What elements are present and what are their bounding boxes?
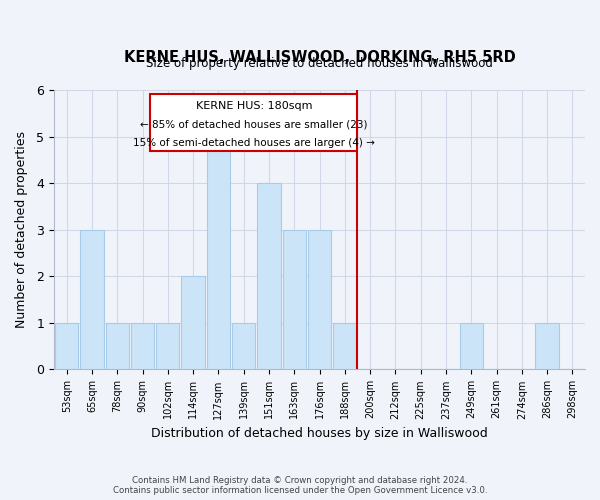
Bar	[106, 323, 129, 370]
Bar	[131, 323, 154, 370]
Y-axis label: Number of detached properties: Number of detached properties	[15, 131, 28, 328]
Bar	[333, 323, 356, 370]
FancyBboxPatch shape	[150, 94, 358, 150]
Text: 15% of semi-detached houses are larger (4) →: 15% of semi-detached houses are larger (…	[133, 138, 375, 148]
Bar	[232, 323, 256, 370]
Bar	[460, 323, 483, 370]
Bar	[308, 230, 331, 370]
Bar	[156, 323, 179, 370]
Bar	[181, 276, 205, 370]
Bar	[80, 230, 104, 370]
Text: Contains HM Land Registry data © Crown copyright and database right 2024.
Contai: Contains HM Land Registry data © Crown c…	[113, 476, 487, 495]
X-axis label: Distribution of detached houses by size in Walliswood: Distribution of detached houses by size …	[151, 427, 488, 440]
Title: KERNE HUS, WALLISWOOD, DORKING, RH5 5RD: KERNE HUS, WALLISWOOD, DORKING, RH5 5RD	[124, 50, 515, 65]
Text: KERNE HUS: 180sqm: KERNE HUS: 180sqm	[196, 100, 312, 110]
Bar	[257, 183, 281, 370]
Text: ← 85% of detached houses are smaller (23): ← 85% of detached houses are smaller (23…	[140, 120, 368, 130]
Text: Size of property relative to detached houses in Walliswood: Size of property relative to detached ho…	[146, 58, 493, 70]
Bar	[283, 230, 306, 370]
Bar	[55, 323, 79, 370]
Bar	[535, 323, 559, 370]
Bar	[207, 136, 230, 370]
